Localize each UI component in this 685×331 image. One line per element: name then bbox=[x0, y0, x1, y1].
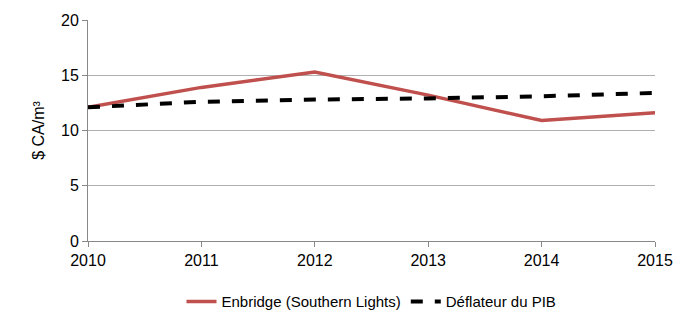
svg-text:15: 15 bbox=[61, 67, 79, 84]
svg-text:10: 10 bbox=[61, 122, 79, 139]
svg-text:2013: 2013 bbox=[410, 252, 446, 269]
svg-text:2012: 2012 bbox=[297, 252, 333, 269]
svg-text:20: 20 bbox=[61, 12, 79, 29]
svg-text:5: 5 bbox=[70, 177, 79, 194]
svg-text:2010: 2010 bbox=[70, 252, 106, 269]
svg-text:0: 0 bbox=[70, 233, 79, 250]
svg-text:2015: 2015 bbox=[637, 252, 673, 269]
svg-text:$ CA/m³: $ CA/m³ bbox=[30, 100, 47, 159]
svg-text:Déflateur du PIB: Déflateur du PIB bbox=[446, 293, 556, 310]
svg-text:2011: 2011 bbox=[184, 252, 219, 269]
svg-text:Enbridge (Southern Lights): Enbridge (Southern Lights) bbox=[222, 293, 401, 310]
svg-text:2014: 2014 bbox=[524, 252, 560, 269]
